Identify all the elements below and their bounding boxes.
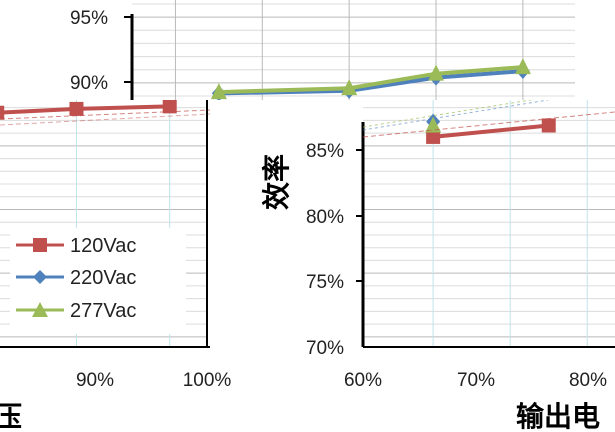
triangle-marker-icon <box>32 302 48 317</box>
trend-trace <box>362 100 549 131</box>
trend-trace <box>362 100 534 128</box>
chart-panel-right: 85% 80% 75% 70% 60% 70% 80% 输出电 效率 <box>258 100 615 432</box>
trend-trace <box>0 109 211 120</box>
x-axis-label-fragment: 压 <box>0 400 22 432</box>
legend-entry-220vac: 220Vac <box>16 267 136 289</box>
data-point-triangle <box>341 79 358 96</box>
series-group <box>362 100 615 144</box>
trend-trace <box>362 111 615 138</box>
data-point-square <box>162 100 177 114</box>
x-tick-label: 100% <box>183 370 232 391</box>
series-group <box>0 100 211 126</box>
data-point-triangle <box>428 64 445 81</box>
y-axis-label: 效率 <box>260 154 293 210</box>
grid <box>363 100 615 347</box>
series-line-120vac <box>432 123 549 139</box>
chart-svg-left: 90% 100% 压 120Vac 220Vac 277Vac <box>0 100 232 432</box>
series-line-277vac <box>218 65 524 95</box>
chart-panel-left: 90% 100% 压 120Vac 220Vac 277Vac <box>0 100 258 432</box>
grid <box>132 0 575 100</box>
data-point-triangle <box>425 116 442 133</box>
y-tick-label: 95% <box>70 8 108 29</box>
x-tick-label: 70% <box>457 370 495 391</box>
y-tick-label: 75% <box>306 272 344 293</box>
y-tick-label: 80% <box>306 207 344 228</box>
x-tick-label: 90% <box>76 370 114 391</box>
diamond-marker-icon <box>33 270 47 284</box>
chart-svg-top: 95% 90% <box>70 0 575 100</box>
y-tick-label: 85% <box>306 141 344 162</box>
data-point-triangle <box>210 83 227 100</box>
legend-label: 120Vac <box>70 235 136 257</box>
x-axis-label: 输出电 <box>516 400 600 432</box>
y-tick-label: 90% <box>70 73 108 94</box>
legend-entry-277vac: 277Vac <box>16 300 136 322</box>
trend-trace <box>0 113 211 126</box>
data-point-square <box>0 105 5 120</box>
legend: 120Vac 220Vac 277Vac <box>10 228 186 334</box>
data-point-square <box>69 101 84 116</box>
legend-label: 277Vac <box>70 300 136 322</box>
chart-panel-top: 95% 90% <box>0 0 615 100</box>
x-tick-label: 60% <box>344 370 382 391</box>
y-tick-label: 70% <box>306 338 344 359</box>
data-point-triangle <box>514 58 531 75</box>
x-tick-label: 80% <box>569 370 607 391</box>
data-point-square <box>426 129 441 144</box>
series-group <box>210 58 531 100</box>
data-point-square <box>541 118 556 133</box>
legend-entry-120vac: 120Vac <box>16 235 136 257</box>
legend-label: 220Vac <box>70 267 136 289</box>
square-marker-icon <box>33 238 47 252</box>
chart-svg-right: 85% 80% 75% 70% 60% 70% 80% 输出电 效率 <box>260 100 615 432</box>
